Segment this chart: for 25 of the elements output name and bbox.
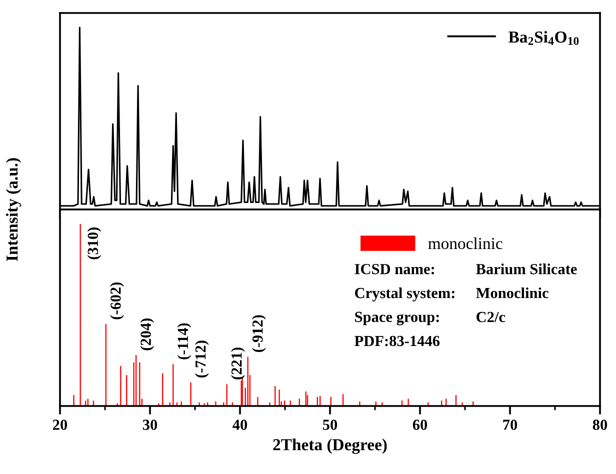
x-tick-label: 20 (53, 420, 68, 430)
annotation: (221) (231, 348, 245, 380)
annotation: (-912) (252, 315, 266, 352)
y-axis-title: Intensity (a.u.) (6, 158, 22, 262)
legend-label: monoclinic (428, 237, 502, 250)
annotation: (-602) (110, 282, 124, 320)
annotation: (-114) (177, 323, 192, 360)
annotation: Crystal system: (355, 287, 454, 302)
annotation: Space group: (355, 312, 439, 326)
x-tick-label: 80 (592, 420, 608, 430)
legend-label: Ba$_{2}$Si$_{4}$O$_{10}$ (508, 30, 579, 45)
x-axis-title: 2Theta (Degree) (273, 438, 387, 454)
annotation: Monoclinic (476, 287, 548, 298)
annotation: (-712) (194, 340, 209, 378)
annotation: ICSD name: (354, 264, 434, 274)
annotation: C2/c (476, 312, 506, 322)
x-tick-label: 50 (322, 420, 338, 430)
x-tick-label: 70 (503, 420, 518, 430)
x-tick-label: 40 (232, 420, 248, 430)
x-tick-label: 30 (142, 420, 158, 430)
annotation: (310) (87, 228, 102, 260)
annotation: (204) (140, 318, 154, 350)
x-tick-label: 60 (412, 420, 428, 430)
annotation: PDF:83-1446 (354, 336, 440, 346)
annotation: Barium Silicate (476, 263, 577, 274)
